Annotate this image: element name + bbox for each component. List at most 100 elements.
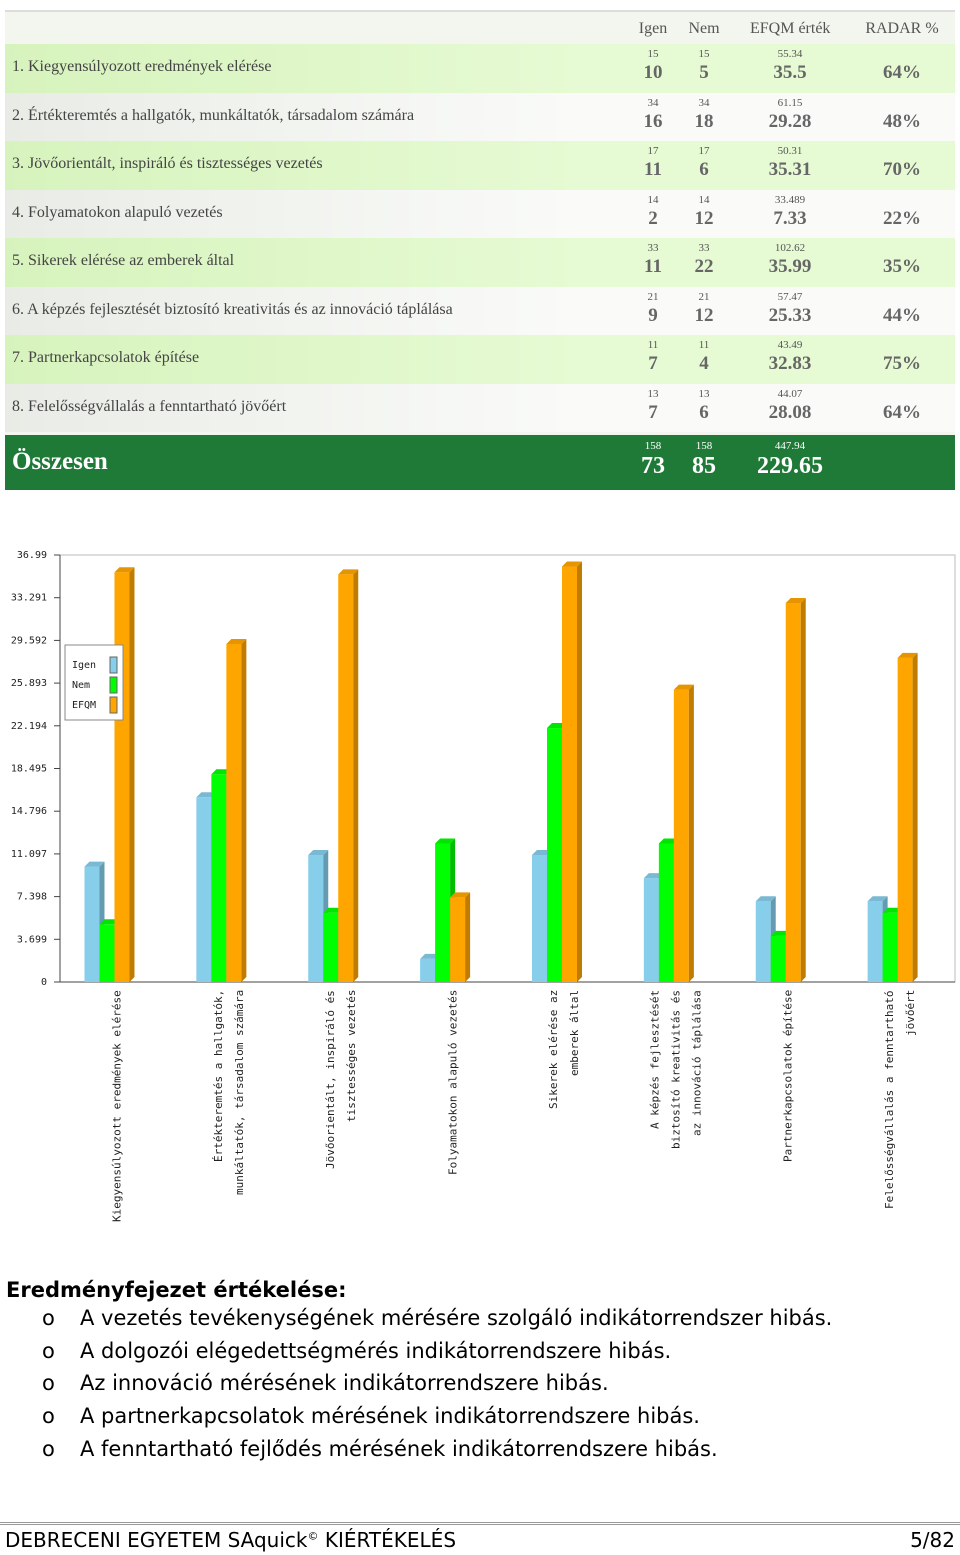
column-header: Igen bbox=[638, 20, 668, 37]
row-value: 9 bbox=[648, 304, 658, 326]
bar-top bbox=[755, 896, 776, 902]
bullet: o bbox=[42, 1338, 55, 1363]
max-value: 61.15 bbox=[777, 96, 803, 109]
row-label: 3. Jövőorientált, inspiráló és tisztessé… bbox=[12, 155, 323, 172]
bar-top bbox=[338, 569, 359, 575]
max-value: 21 bbox=[647, 290, 659, 303]
row-value: 5 bbox=[699, 62, 709, 83]
table-row: 8. Felelősségvállalás a fenntartható jöv… bbox=[5, 383, 955, 432]
row-value: 11 bbox=[644, 256, 662, 277]
legend-swatch bbox=[109, 676, 118, 694]
row-value: 70% bbox=[883, 159, 921, 180]
row-value: 11 bbox=[644, 159, 662, 180]
evaluation-item: A dolgozói elégedettségmérés indikátorre… bbox=[80, 1338, 672, 1363]
y-tick-label: 33.291 bbox=[11, 593, 47, 604]
row-value: 12 bbox=[694, 304, 714, 326]
bullet: o bbox=[42, 1371, 55, 1396]
y-tick-label: 3.699 bbox=[17, 934, 47, 945]
x-tick-label: Értékteremtés a hallgatók, munkáltatók, … bbox=[211, 990, 246, 1196]
max-value: 44.07 bbox=[777, 387, 803, 400]
bar bbox=[84, 866, 100, 982]
row-label: 4. Folyamatokon alapuló vezetés bbox=[12, 203, 223, 221]
row-value: 32.83 bbox=[768, 353, 812, 374]
row-value: 6 bbox=[699, 159, 709, 180]
bar bbox=[338, 574, 354, 982]
y-tick-label: 36.99 bbox=[17, 550, 47, 561]
row-value: 4 bbox=[699, 353, 709, 374]
row-value: 35% bbox=[883, 256, 921, 277]
table-row: 6. A képzés fejlesztését biztosító kreat… bbox=[5, 286, 955, 335]
bar bbox=[114, 572, 130, 982]
legend-swatch bbox=[109, 656, 118, 674]
max-value: 33.489 bbox=[774, 193, 806, 206]
bar bbox=[546, 728, 562, 982]
row-value: 35.5 bbox=[773, 62, 807, 83]
total-value: 229.65 bbox=[757, 453, 823, 479]
bar-top bbox=[308, 850, 329, 856]
evaluation-item: A partnerkapcsolatok mérésének indikátor… bbox=[80, 1404, 700, 1429]
x-tick-label: Felelősségvállalás a fenntartható jövőér… bbox=[883, 990, 918, 1209]
max-value: 21 bbox=[698, 290, 710, 303]
row-value: 10 bbox=[643, 62, 663, 83]
max-value: 15 bbox=[647, 48, 659, 60]
bar bbox=[196, 797, 212, 982]
row-value: 44% bbox=[883, 304, 921, 326]
bar-top bbox=[435, 838, 456, 844]
legend-swatch bbox=[109, 696, 118, 714]
bar-top bbox=[673, 684, 694, 690]
max-value: 33 bbox=[698, 242, 710, 254]
bar bbox=[897, 657, 913, 982]
max-value: 34 bbox=[647, 96, 659, 109]
row-label: 5. Sikerek elérése az emberek által bbox=[12, 252, 235, 269]
bullet: o bbox=[42, 1404, 55, 1429]
row-value: 64% bbox=[883, 62, 921, 83]
row-value: 7 bbox=[648, 401, 658, 423]
evaluation-item: A vezetés tevékenységének mérésére szolg… bbox=[80, 1306, 833, 1330]
bar-top bbox=[226, 639, 247, 645]
bar bbox=[770, 935, 786, 982]
y-tick-label: 11.097 bbox=[11, 849, 47, 860]
column-header: EFQM érték bbox=[750, 20, 831, 37]
bar-top bbox=[84, 861, 105, 867]
row-value: 25.33 bbox=[768, 304, 812, 326]
row-value: 35.99 bbox=[768, 256, 812, 277]
row-value: 28.08 bbox=[768, 401, 812, 423]
x-tick-label: Partnerkapcsolatok építése bbox=[781, 990, 795, 1163]
total-row: Összesen 158 158 447.94 73 85 229.65 bbox=[5, 435, 955, 490]
bar-top bbox=[561, 561, 582, 567]
bar bbox=[450, 897, 466, 982]
bar-side bbox=[129, 567, 135, 982]
y-tick-label: 25.893 bbox=[11, 678, 47, 689]
table-row: 3. Jövőorientált, inspiráló és tisztessé… bbox=[5, 141, 955, 190]
row-label: 2. Értékteremtés a hallgatók, munkáltató… bbox=[12, 106, 415, 124]
row-label: 1. Kiegyensúlyozott eredmények elérése bbox=[12, 58, 272, 75]
row-value: 12 bbox=[694, 207, 714, 229]
row-value: 29.28 bbox=[768, 110, 812, 132]
max-value: 14 bbox=[698, 193, 710, 206]
results-table: Igen Nem EFQM érték RADAR % 1. Kiegyensúlyoz… bbox=[5, 10, 955, 490]
bar-top bbox=[114, 567, 135, 573]
max-value: 11 bbox=[647, 339, 659, 351]
footer-text: KIÉRTÉKELÉS bbox=[324, 1528, 457, 1552]
bar bbox=[673, 689, 689, 982]
bar-side bbox=[912, 652, 918, 982]
total-label: Összesen bbox=[12, 448, 108, 475]
bar bbox=[867, 901, 883, 982]
row-label: 8. Felelősségvállalás a fenntartható jöv… bbox=[12, 397, 287, 415]
table-row: 4. Folyamatokon alapuló vezetés 14 14 33.48… bbox=[5, 189, 955, 238]
bar-top bbox=[785, 598, 806, 604]
total-max: 447.94 bbox=[774, 440, 806, 452]
y-tick-label: 0 bbox=[41, 977, 47, 988]
bar-side bbox=[800, 598, 806, 982]
table-row: 2. Értékteremtés a hallgatók, munkáltató… bbox=[5, 92, 955, 141]
footer-text: DEBRECENI EGYETEM SAquick bbox=[5, 1528, 308, 1552]
y-tick-label: 18.495 bbox=[11, 764, 47, 775]
bar-top bbox=[450, 892, 471, 898]
bar bbox=[755, 901, 771, 982]
footer-left: DEBRECENI EGYETEM SAquick© KIÉRTÉKELÉS bbox=[5, 1528, 456, 1552]
y-tick-label: 29.592 bbox=[11, 635, 47, 646]
bar bbox=[882, 912, 898, 982]
max-value: 17 bbox=[647, 145, 659, 157]
y-tick-label: 22.194 bbox=[11, 721, 47, 732]
max-value: 11 bbox=[698, 339, 710, 351]
